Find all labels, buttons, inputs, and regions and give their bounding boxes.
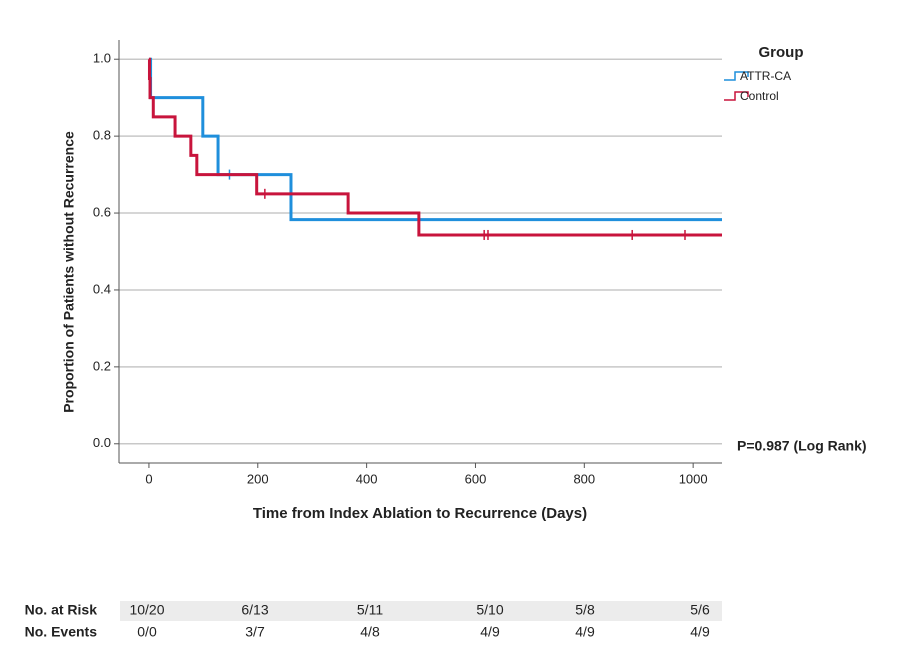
- table-cell: 5/10: [476, 602, 503, 618]
- survival-curve: [148, 57, 722, 222]
- legend-swatch: [724, 71, 749, 81]
- x-tick-label: 1000: [679, 471, 708, 486]
- table-cell: 5/11: [357, 602, 383, 618]
- legend-label: ATTR-CA: [740, 69, 791, 83]
- row-label: No. Events: [25, 624, 98, 640]
- row-label: No. at Risk: [25, 602, 98, 618]
- y-tick-label: 0.0: [93, 435, 111, 450]
- survival-curve: [147, 57, 722, 237]
- table-cell: 3/7: [245, 624, 265, 640]
- table-cell: 5/8: [575, 602, 595, 618]
- x-tick-label: 200: [247, 471, 269, 486]
- y-tick-label: 0.6: [93, 204, 111, 219]
- y-tick-label: 0.8: [93, 128, 111, 143]
- y-tick-label: 0.4: [93, 281, 111, 296]
- x-axis-label: Time from Index Ablation to Recurrence (…: [253, 505, 587, 522]
- table-cell: 10/20: [129, 602, 164, 618]
- row-background: [120, 601, 722, 621]
- table-cell: 4/8: [360, 624, 380, 640]
- legend-swatch: [724, 91, 749, 101]
- annotation: P=0.987 (Log Rank): [737, 438, 867, 454]
- y-axis-label: Proportion of Patients without Recurrenc…: [61, 131, 77, 413]
- y-tick-label: 0.2: [93, 358, 111, 373]
- legend-title: Group: [759, 44, 804, 61]
- legend-label: Control: [740, 89, 779, 103]
- table-cell: 0/0: [137, 624, 157, 640]
- table-cell: 4/9: [480, 624, 500, 640]
- y-tick-label: 1.0: [93, 51, 111, 66]
- x-tick-label: 0: [145, 471, 152, 486]
- x-tick-label: 600: [465, 471, 487, 486]
- table-cell: 6/13: [241, 602, 268, 618]
- table-cell: 4/9: [690, 624, 710, 640]
- x-tick-label: 400: [356, 471, 378, 486]
- table-cell: 5/6: [690, 602, 710, 618]
- x-tick-label: 800: [573, 471, 595, 486]
- table-cell: 4/9: [575, 624, 595, 640]
